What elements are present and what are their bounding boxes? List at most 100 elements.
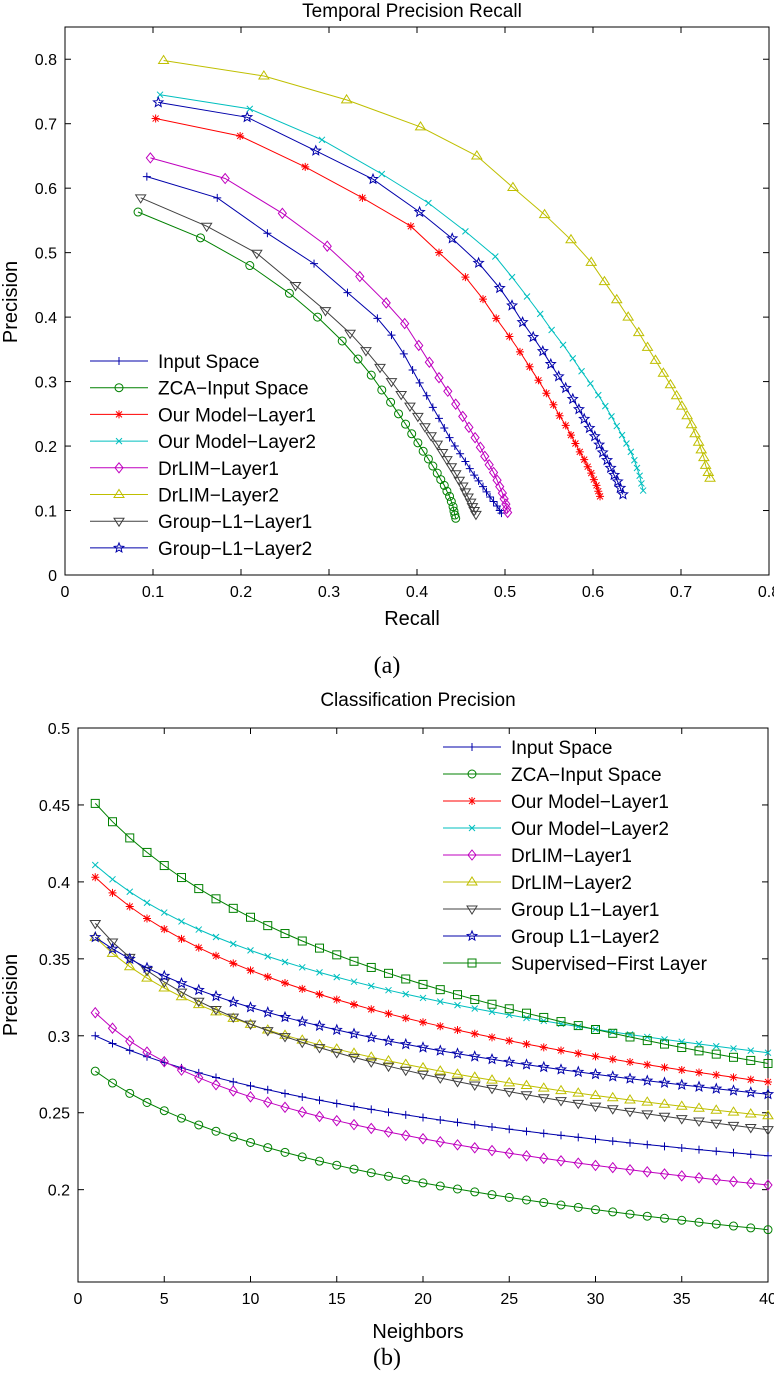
data-point bbox=[470, 1120, 479, 1129]
data-point bbox=[445, 491, 455, 501]
data-point bbox=[685, 418, 698, 429]
data-point bbox=[565, 233, 577, 244]
data-point bbox=[315, 990, 324, 999]
data-point bbox=[572, 1065, 585, 1078]
data-point bbox=[315, 1156, 324, 1166]
data-point bbox=[419, 1113, 427, 1122]
data-point bbox=[488, 1033, 496, 1042]
data-point bbox=[660, 1213, 669, 1223]
data-point bbox=[332, 1160, 342, 1170]
data-point bbox=[697, 451, 710, 462]
data-point bbox=[281, 1089, 289, 1098]
data-point bbox=[522, 1008, 531, 1018]
data-point bbox=[446, 232, 459, 244]
data-point bbox=[613, 422, 621, 430]
data-point bbox=[625, 1163, 635, 1176]
series-group-l1-layer1 bbox=[89, 919, 774, 1136]
legend-item-supervised-first-layer: Supervised−First Layer bbox=[443, 954, 708, 975]
data-point bbox=[385, 378, 398, 388]
legend-marker bbox=[113, 488, 125, 498]
data-point bbox=[404, 402, 416, 413]
data-point bbox=[365, 1058, 378, 1068]
data-point bbox=[693, 1102, 705, 1112]
data-point bbox=[91, 861, 99, 869]
data-point bbox=[313, 1044, 326, 1054]
data-point bbox=[382, 1034, 395, 1047]
data-point bbox=[592, 481, 601, 490]
chart-b-xtick-label: 0 bbox=[74, 1291, 83, 1308]
data-point bbox=[400, 317, 410, 330]
data-point bbox=[428, 403, 437, 412]
data-point bbox=[764, 1049, 772, 1057]
series-our-model-layer1 bbox=[91, 873, 772, 1086]
data-point bbox=[569, 355, 577, 362]
data-point bbox=[434, 371, 444, 384]
legend-label: Our Model−Layer2 bbox=[158, 432, 316, 453]
legend-label: Supervised−First Layer bbox=[511, 954, 708, 975]
chart-a-xtick-label: 0.7 bbox=[670, 584, 692, 601]
data-point bbox=[278, 1010, 292, 1023]
data-point bbox=[382, 1054, 395, 1065]
chart-b-xtick-label: 20 bbox=[414, 1291, 432, 1308]
data-point bbox=[175, 976, 188, 989]
data-point bbox=[649, 354, 662, 364]
data-point bbox=[450, 442, 459, 451]
data-point bbox=[411, 412, 424, 423]
legend-item-drlim-layer2: DrLIM−Layer2 bbox=[90, 486, 279, 507]
data-point bbox=[107, 1022, 118, 1035]
data-point bbox=[108, 888, 117, 897]
data-point bbox=[211, 1078, 221, 1091]
legend-item-group-l1-layer2: Group L1−Layer2 bbox=[443, 927, 659, 948]
data-point bbox=[347, 1027, 361, 1039]
data-point bbox=[330, 1023, 343, 1036]
data-point bbox=[486, 1084, 498, 1095]
data-point bbox=[343, 288, 352, 297]
chart-b-legend: Input Space ZCA−Input Space Our Model−Laye… bbox=[443, 738, 708, 975]
data-point bbox=[350, 1102, 358, 1111]
data-point bbox=[330, 1049, 343, 1059]
data-point bbox=[366, 370, 376, 380]
data-point bbox=[386, 397, 396, 407]
data-point bbox=[491, 253, 499, 260]
data-point bbox=[555, 1084, 567, 1095]
legend-marker bbox=[467, 958, 477, 968]
data-point bbox=[241, 110, 254, 123]
data-point bbox=[608, 1137, 617, 1146]
data-point bbox=[631, 456, 638, 464]
data-point bbox=[468, 1081, 481, 1091]
data-point bbox=[297, 1152, 307, 1162]
chart-a-ytick-label: 0.5 bbox=[35, 246, 57, 263]
data-point bbox=[764, 1151, 772, 1160]
data-point bbox=[244, 1001, 257, 1013]
chart-a-ytick-label: 0.3 bbox=[35, 375, 57, 392]
data-point bbox=[108, 1039, 117, 1048]
data-point bbox=[497, 487, 508, 499]
data-point bbox=[383, 1126, 394, 1138]
data-point bbox=[395, 390, 408, 401]
data-point bbox=[559, 381, 572, 394]
data-point bbox=[261, 1027, 274, 1037]
data-point bbox=[694, 1217, 704, 1227]
data-point bbox=[566, 392, 579, 405]
data-point bbox=[608, 1161, 618, 1174]
data-point bbox=[90, 1006, 100, 1019]
legend-label: Group L1−Layer1 bbox=[511, 900, 659, 921]
data-point bbox=[611, 475, 624, 487]
chart-b-ytick-label: 0.45 bbox=[39, 798, 70, 815]
data-point bbox=[348, 1053, 360, 1064]
data-point bbox=[505, 1036, 514, 1045]
data-point bbox=[502, 502, 512, 515]
data-point bbox=[508, 273, 516, 281]
data-point bbox=[366, 1168, 376, 1178]
data-point bbox=[280, 1101, 290, 1114]
data-point bbox=[142, 847, 152, 857]
data-point bbox=[744, 1124, 757, 1134]
data-point bbox=[236, 131, 245, 140]
legend-marker bbox=[113, 517, 125, 528]
data-point bbox=[746, 1055, 756, 1065]
legend-item-our-model-layer2: Our Model−Layer2 bbox=[443, 819, 669, 840]
data-point bbox=[636, 472, 643, 480]
series-line-input-space bbox=[146, 176, 502, 514]
data-point bbox=[159, 1106, 169, 1116]
data-point bbox=[523, 293, 531, 300]
